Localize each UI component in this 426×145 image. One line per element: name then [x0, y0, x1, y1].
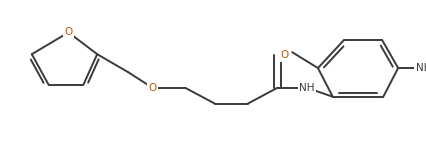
Text: O: O [148, 83, 156, 93]
Text: NH: NH [299, 83, 314, 93]
Text: O: O [279, 50, 288, 60]
Text: O: O [64, 27, 72, 37]
Text: NH₂: NH₂ [415, 63, 426, 73]
